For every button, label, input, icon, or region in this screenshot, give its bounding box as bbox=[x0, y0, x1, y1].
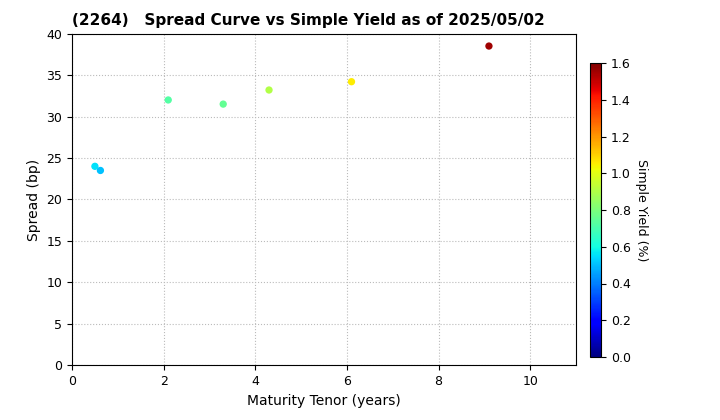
Point bbox=[163, 97, 174, 103]
Point bbox=[94, 167, 106, 174]
Text: (2264)   Spread Curve vs Simple Yield as of 2025/05/02: (2264) Spread Curve vs Simple Yield as o… bbox=[72, 13, 545, 28]
Point bbox=[264, 87, 275, 93]
Point bbox=[483, 43, 495, 50]
Point bbox=[89, 163, 101, 170]
X-axis label: Maturity Tenor (years): Maturity Tenor (years) bbox=[247, 394, 401, 408]
Point bbox=[346, 79, 357, 85]
Y-axis label: Simple Yield (%): Simple Yield (%) bbox=[634, 159, 647, 261]
Y-axis label: Spread (bp): Spread (bp) bbox=[27, 158, 41, 241]
Point bbox=[217, 101, 229, 108]
